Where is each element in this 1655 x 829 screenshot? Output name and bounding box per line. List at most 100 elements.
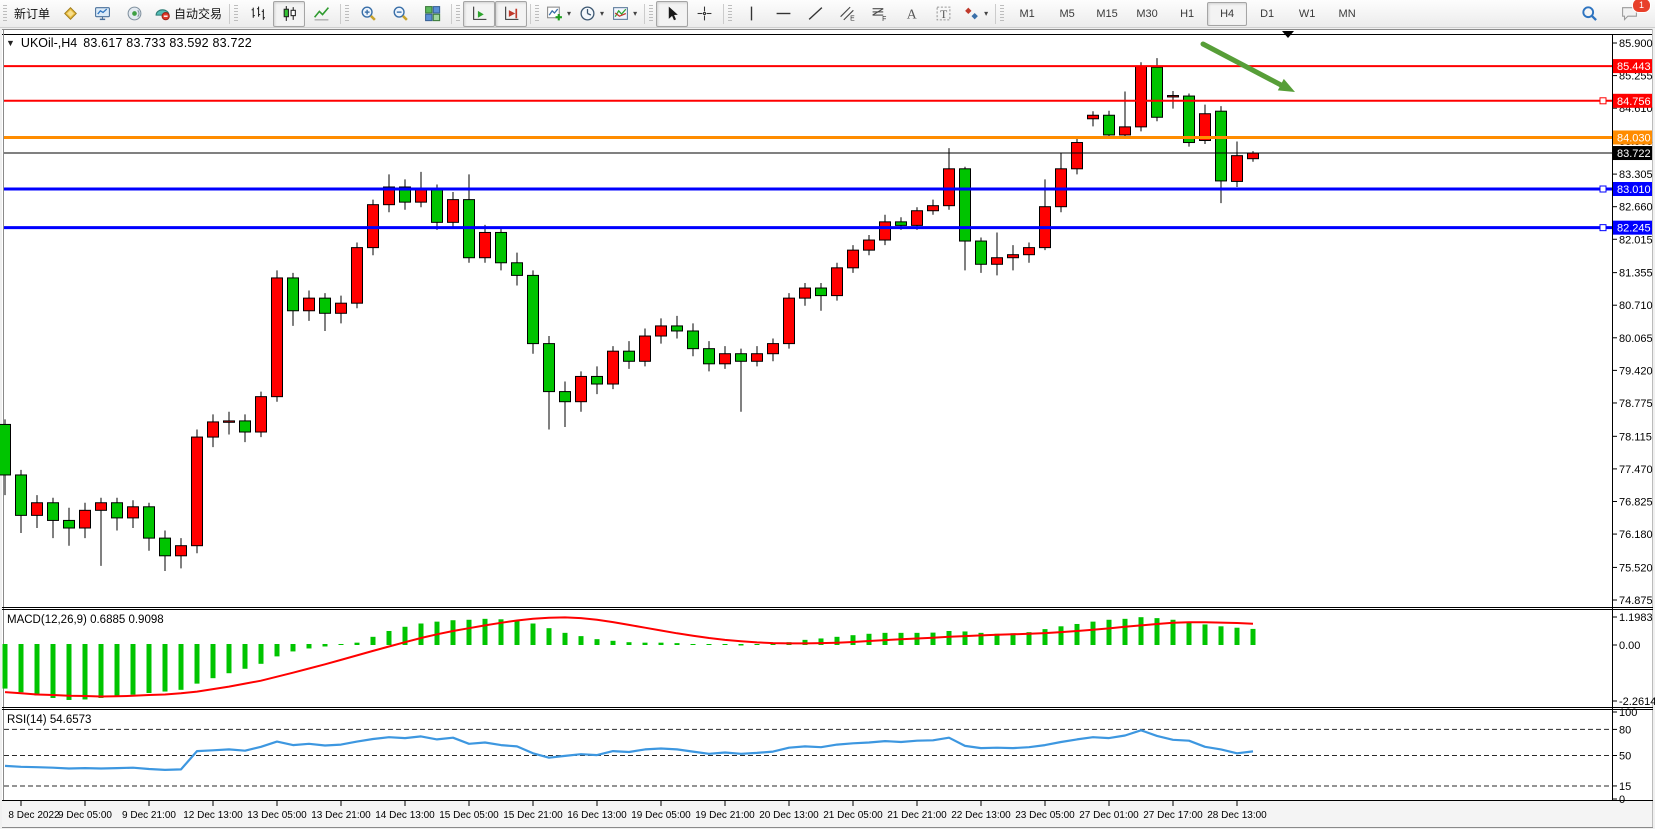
templates-button[interactable]: ▾ (608, 1, 641, 27)
candle (719, 346, 731, 369)
candle (1135, 62, 1147, 132)
timeframe-mn-button[interactable]: MN (1338, 7, 1356, 20)
toolbar-grip[interactable] (535, 4, 540, 23)
monitor-icon (94, 5, 111, 22)
tile-windows-button[interactable] (416, 1, 448, 27)
equidistant-channel-button[interactable]: E (831, 1, 863, 27)
toolbar-grip[interactable] (1000, 4, 1005, 23)
new-order-button[interactable]: 新订单 (10, 1, 54, 27)
price-lines (4, 65, 1612, 232)
periods-button[interactable]: ▾ (575, 1, 608, 27)
candles-icon (281, 5, 298, 22)
text-label-button[interactable]: T (927, 1, 959, 27)
timeframe-w1-button[interactable]: W1 (1298, 7, 1316, 20)
chart-title: ▼ UKOil-,H4 83.617 83.733 83.592 83.722 (6, 36, 252, 50)
candle (927, 199, 939, 215)
bar-chart-button[interactable] (241, 1, 273, 27)
toolbar-grip[interactable] (456, 4, 461, 23)
text-t-icon: T (935, 5, 952, 22)
chevron-down-icon[interactable]: ▾ (600, 9, 605, 18)
date-label: 21 Dec 05:00 (823, 810, 883, 821)
chart-shift-icon (503, 5, 520, 22)
indicators-button[interactable]: ▾ (542, 1, 575, 27)
candle (1087, 111, 1099, 127)
candle (95, 497, 107, 566)
toolbar-grip[interactable] (345, 4, 350, 23)
chart-shift-button[interactable] (495, 0, 528, 27)
zoom-in-button[interactable] (352, 1, 384, 27)
macd-bar (866, 633, 872, 645)
timeframe-m5-button[interactable]: M5 (1059, 7, 1075, 20)
timeframe-m1-button[interactable]: M1 (1019, 7, 1035, 20)
candlestick-chart-button[interactable] (273, 0, 306, 27)
support-line-1-handle[interactable] (1599, 185, 1607, 193)
candle (239, 414, 251, 443)
macd-bar (1042, 629, 1048, 645)
cursor-button[interactable] (656, 0, 689, 27)
toolbar-grip[interactable] (234, 4, 239, 23)
text-button[interactable]: A (895, 1, 927, 27)
svg-text:A: A (906, 6, 916, 21)
toolbar-grip[interactable] (728, 4, 733, 23)
timeframe-m30-button[interactable]: M30 (1136, 7, 1158, 20)
chevron-down-icon[interactable]: ▾ (984, 9, 989, 18)
support-line-2-handle[interactable] (1599, 224, 1607, 232)
candle (975, 237, 987, 273)
template-icon (612, 5, 629, 22)
macd-bar (1074, 623, 1080, 645)
chevron-down-icon[interactable]: ▾ (567, 9, 572, 18)
candle (111, 497, 123, 531)
rsi-pane-label: RSI(14) 54.6573 (7, 714, 91, 726)
candle (1119, 91, 1131, 138)
timeframe-h1-button[interactable]: H1 (1180, 7, 1195, 20)
macd-pane-label: MACD(12,26,9) 0.6885 0.9098 (7, 614, 164, 626)
timeframe-m15-button[interactable]: M15 (1096, 7, 1118, 20)
profiles-icon[interactable] (86, 1, 118, 27)
resistance-line-2-handle[interactable] (1599, 97, 1607, 105)
toolbar-grip[interactable] (649, 4, 654, 23)
macd-bar (50, 644, 56, 698)
macd-bar (626, 642, 632, 645)
chart-shift-marker[interactable] (1282, 31, 1294, 38)
trend-arrow[interactable] (1200, 41, 1284, 88)
svg-text:84.756: 84.756 (1617, 96, 1651, 108)
chevron-down-icon[interactable]: ▾ (633, 9, 638, 18)
candle (1151, 58, 1163, 122)
candle (159, 530, 171, 571)
speaker-icon (126, 5, 143, 22)
crosshair-button[interactable] (688, 1, 720, 27)
macd-bar (114, 644, 120, 697)
trend-arrow-head[interactable] (1277, 78, 1295, 92)
notifications-icon[interactable]: 1 (1613, 0, 1651, 27)
search-icon[interactable] (1573, 1, 1605, 27)
timeframe-h4-button[interactable]: H4 (1207, 1, 1248, 26)
chart-canvas[interactable]: 85.90085.25584.61083.96583.30582.66082.0… (0, 28, 1655, 829)
auto-scroll-button[interactable] (463, 0, 496, 27)
arrows-button[interactable]: ▾ (959, 1, 992, 27)
svg-text:77.470: 77.470 (1619, 464, 1653, 476)
date-label: 15 Dec 05:00 (439, 810, 499, 821)
vertical-line-button[interactable] (735, 1, 767, 27)
new-chart-icon[interactable] (54, 1, 86, 27)
svg-text:75.520: 75.520 (1619, 562, 1653, 574)
horizontal-line-button[interactable] (767, 1, 799, 27)
macd-bar (642, 642, 648, 645)
macd-bar (834, 636, 840, 645)
chart-menu-icon[interactable]: ▼ (6, 38, 15, 48)
date-label: 19 Dec 05:00 (631, 810, 691, 821)
rsi-pane (4, 728, 1612, 787)
notification-badge: 1 (1632, 0, 1651, 13)
trendline-button[interactable] (799, 1, 831, 27)
macd-bar (882, 632, 888, 645)
alerts-icon[interactable] (118, 1, 150, 27)
line-chart-button[interactable] (305, 1, 337, 27)
date-label: 21 Dec 21:00 (887, 810, 947, 821)
toolbar-grip[interactable] (3, 4, 7, 23)
fibonacci-button[interactable]: F (863, 1, 895, 27)
autotrading-button[interactable]: 自动交易 (150, 1, 226, 27)
candle (47, 497, 59, 539)
zoom-out-button[interactable] (384, 1, 416, 27)
timeframe-d1-button[interactable]: D1 (1260, 7, 1275, 20)
macd-bar (226, 644, 232, 674)
